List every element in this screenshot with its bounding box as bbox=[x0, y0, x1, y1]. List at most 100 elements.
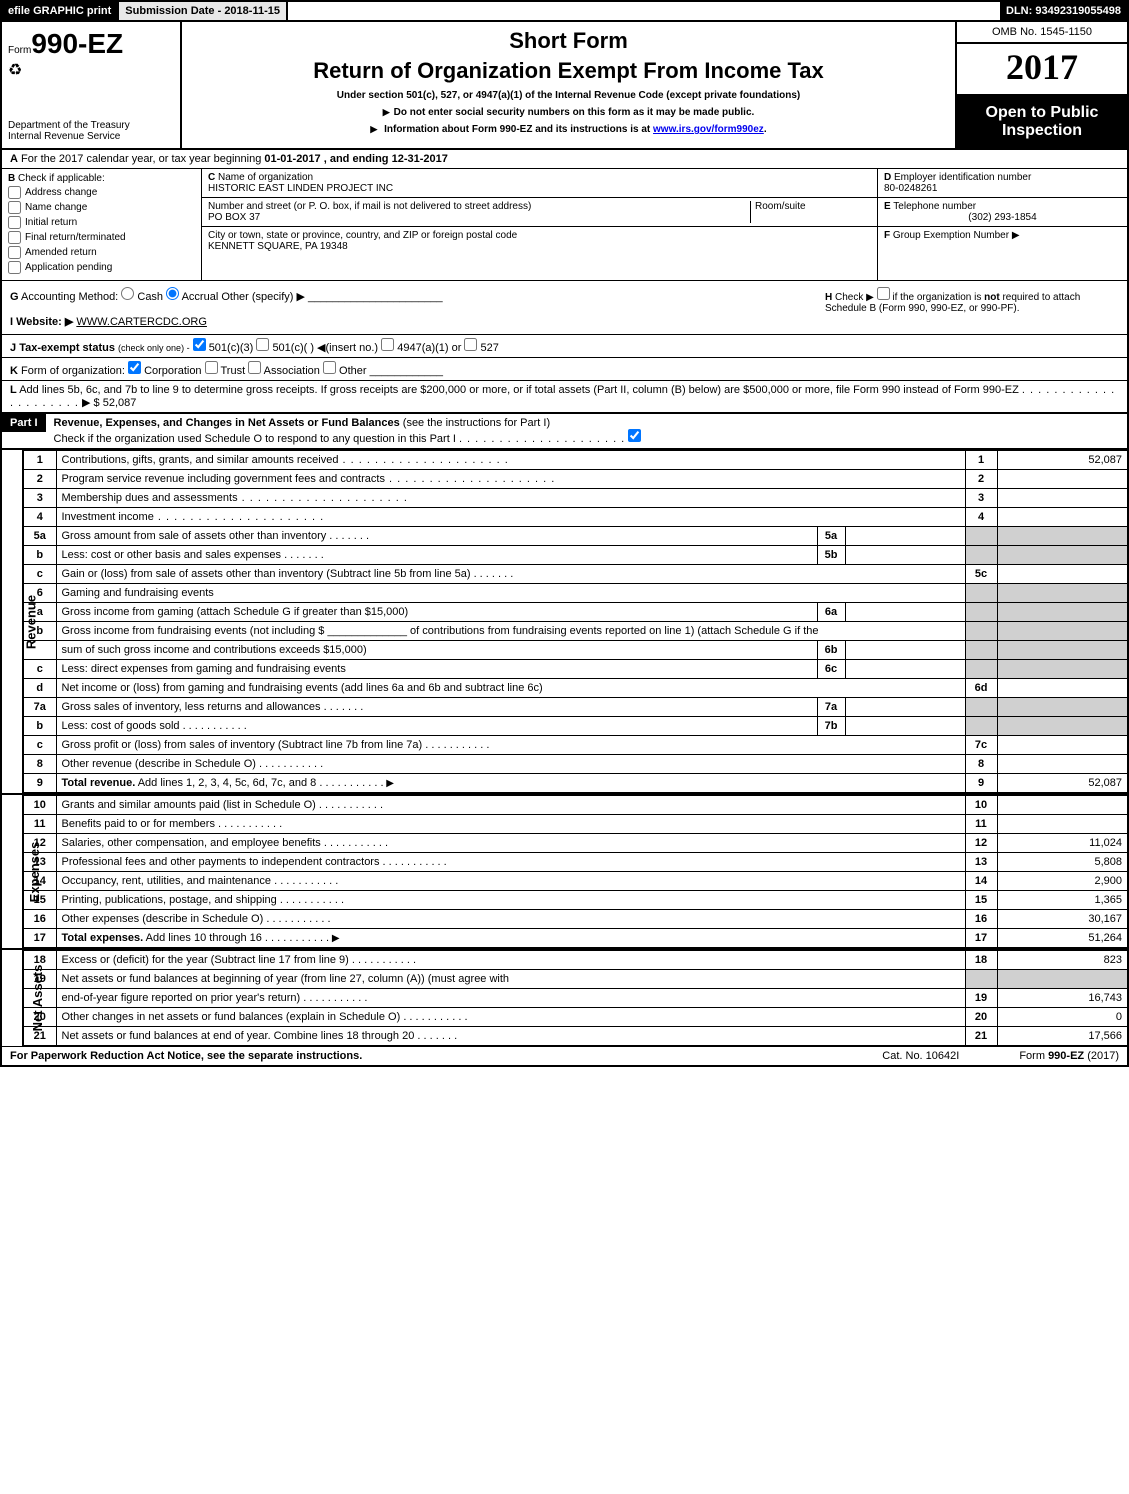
col-value: 11,024 bbox=[997, 834, 1127, 853]
line-description: Professional fees and other payments to … bbox=[56, 853, 965, 872]
chk-name-change[interactable]: Name change bbox=[8, 201, 195, 214]
line-description: Printing, publications, postage, and shi… bbox=[56, 891, 965, 910]
short-form-title: Short Form bbox=[192, 28, 945, 54]
line-description: Excess or (deficit) for the year (Subtra… bbox=[56, 951, 965, 970]
chk-schedule-o[interactable] bbox=[628, 429, 641, 442]
mini-value bbox=[845, 660, 965, 679]
checkbox-icon[interactable] bbox=[8, 186, 21, 199]
table-row: cLess: direct expenses from gaming and f… bbox=[24, 660, 1127, 679]
expenses-sidebar: Expenses bbox=[2, 795, 24, 948]
chk-527[interactable] bbox=[464, 338, 477, 351]
chk-application-pending[interactable]: Application pending bbox=[8, 261, 195, 274]
col-value bbox=[997, 489, 1127, 508]
omb-number: OMB No. 1545-1150 bbox=[957, 22, 1127, 44]
line-l: L Add lines 5b, 6c, and 7b to line 9 to … bbox=[2, 381, 1127, 412]
col-number: 17 bbox=[965, 929, 997, 948]
radio-cash[interactable] bbox=[121, 287, 134, 300]
col-number: 20 bbox=[965, 1008, 997, 1027]
line-description: Gaming and fundraising events bbox=[56, 584, 965, 603]
header-center: Short Form Return of Organization Exempt… bbox=[182, 22, 957, 148]
expenses-table: 10Grants and similar amounts paid (list … bbox=[24, 795, 1127, 948]
box-e-label: E bbox=[884, 201, 891, 212]
chk-corporation[interactable] bbox=[128, 361, 141, 374]
chk-4947[interactable] bbox=[381, 338, 394, 351]
table-row: dNet income or (loss) from gaming and fu… bbox=[24, 679, 1127, 698]
line-description: end-of-year figure reported on prior yea… bbox=[56, 989, 965, 1008]
irs-link[interactable]: www.irs.gov/form990ez bbox=[653, 124, 764, 135]
col-number: 14 bbox=[965, 872, 997, 891]
line-j-title: Tax-exempt status bbox=[19, 342, 115, 354]
chk-501c3[interactable] bbox=[193, 338, 206, 351]
table-row: bGross income from fundraising events (n… bbox=[24, 622, 1127, 641]
revenue-table: 1Contributions, gifts, grants, and simil… bbox=[24, 450, 1127, 793]
line-description: Contributions, gifts, grants, and simila… bbox=[56, 451, 965, 470]
line-description: Grants and similar amounts paid (list in… bbox=[56, 796, 965, 815]
checkbox-icon[interactable] bbox=[8, 261, 21, 274]
box-e-title: Telephone number bbox=[893, 201, 976, 212]
revenue-sidebar: Revenue bbox=[2, 450, 24, 793]
line-number: c bbox=[24, 565, 56, 584]
line-g-other: Other (specify) ▶ bbox=[221, 291, 305, 303]
shaded-cell bbox=[965, 603, 997, 622]
box-d-label: D bbox=[884, 172, 891, 183]
arrow-icon: ▶ bbox=[1012, 230, 1020, 241]
line-g-text: Accounting Method: bbox=[21, 291, 118, 303]
table-row: 16Other expenses (describe in Schedule O… bbox=[24, 910, 1127, 929]
line-i-title: Website: ▶ bbox=[16, 316, 73, 328]
org-name-label: Name of organization bbox=[218, 172, 313, 183]
chk-address-change[interactable]: Address change bbox=[8, 186, 195, 199]
line-g-label: G bbox=[10, 291, 19, 303]
box-e: E Telephone number (302) 293-1854 bbox=[878, 198, 1127, 227]
col-number: 2 bbox=[965, 470, 997, 489]
room-label: Room/suite bbox=[755, 201, 806, 212]
col-value bbox=[997, 470, 1127, 489]
chk-501c[interactable] bbox=[256, 338, 269, 351]
col-value: 1,365 bbox=[997, 891, 1127, 910]
col-number: 13 bbox=[965, 853, 997, 872]
checkbox-icon[interactable] bbox=[8, 246, 21, 259]
radio-accrual[interactable] bbox=[166, 287, 179, 300]
col-number: 15 bbox=[965, 891, 997, 910]
table-row: 9Total revenue. Add lines 1, 2, 3, 4, 5c… bbox=[24, 774, 1127, 793]
mini-line-number: 5b bbox=[817, 546, 845, 565]
line-number: 1 bbox=[24, 451, 56, 470]
subtitle: Under section 501(c), 527, or 4947(a)(1)… bbox=[192, 90, 945, 101]
line-description: Gain or (loss) from sale of assets other… bbox=[56, 565, 965, 584]
chk-schedule-b[interactable] bbox=[877, 287, 890, 300]
form-header: Form990-EZ ♻ Department of the Treasury … bbox=[2, 22, 1127, 150]
line-number: 10 bbox=[24, 796, 56, 815]
form-prefix: Form bbox=[8, 45, 31, 56]
col-number: 11 bbox=[965, 815, 997, 834]
line-description: Total expenses. Add lines 10 through 16 bbox=[56, 929, 965, 948]
checkbox-icon[interactable] bbox=[8, 216, 21, 229]
col-number: 6d bbox=[965, 679, 997, 698]
line-a-end: 12-31-2017 bbox=[392, 153, 448, 165]
col-number: 10 bbox=[965, 796, 997, 815]
line-description: Less: cost of goods sold bbox=[56, 717, 817, 736]
line-description: Gross profit or (loss) from sales of inv… bbox=[56, 736, 965, 755]
chk-final-return[interactable]: Final return/terminated bbox=[8, 231, 195, 244]
shaded-cell bbox=[997, 527, 1127, 546]
street-row: Number and street (or P. O. box, if mail… bbox=[202, 198, 877, 227]
footer-cat: Cat. No. 10642I bbox=[882, 1050, 959, 1062]
table-row: 12Salaries, other compensation, and empl… bbox=[24, 834, 1127, 853]
chk-amended-return[interactable]: Amended return bbox=[8, 246, 195, 259]
col-value: 5,808 bbox=[997, 853, 1127, 872]
checkbox-icon[interactable] bbox=[8, 231, 21, 244]
box-f: F Group Exemption Number ▶ bbox=[878, 227, 1127, 244]
col-value: 823 bbox=[997, 951, 1127, 970]
mini-line-number: 6a bbox=[817, 603, 845, 622]
line-description: Other revenue (describe in Schedule O) bbox=[56, 755, 965, 774]
shaded-cell bbox=[965, 622, 997, 641]
table-row: 18Excess or (deficit) for the year (Subt… bbox=[24, 951, 1127, 970]
box-f-title: Group Exemption Number bbox=[893, 230, 1009, 241]
chk-trust[interactable] bbox=[205, 361, 218, 374]
chk-other-org[interactable] bbox=[323, 361, 336, 374]
chk-initial-return[interactable]: Initial return bbox=[8, 216, 195, 229]
form-page: efile GRAPHIC print Submission Date - 20… bbox=[0, 0, 1129, 1067]
col-value: 51,264 bbox=[997, 929, 1127, 948]
checkbox-icon[interactable] bbox=[8, 201, 21, 214]
col-number: 16 bbox=[965, 910, 997, 929]
chk-association[interactable] bbox=[248, 361, 261, 374]
col-value bbox=[997, 755, 1127, 774]
